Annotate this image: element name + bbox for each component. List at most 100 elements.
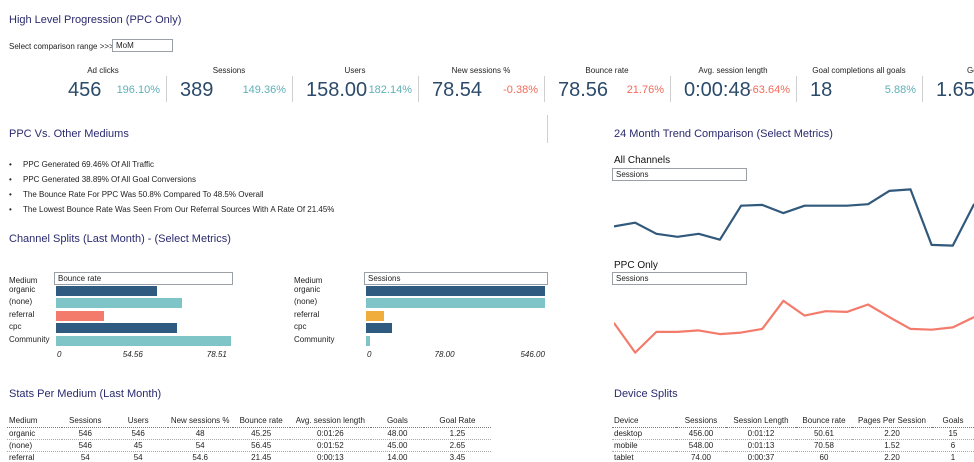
cell: 0:01:26 bbox=[289, 427, 371, 440]
axis-tick-label: 78.51 bbox=[206, 350, 227, 359]
page-title: High Level Progression (PPC Only) bbox=[9, 14, 182, 26]
cell: 2.65 bbox=[423, 439, 491, 452]
cell: 1.52 bbox=[852, 439, 932, 452]
kpi-value: 78.56 bbox=[558, 79, 609, 101]
kpi-value: 18 bbox=[810, 79, 833, 101]
data-point bbox=[867, 203, 869, 205]
cell: 0:00:13 bbox=[289, 451, 371, 462]
bar-category-label: referral bbox=[9, 309, 35, 319]
axis-tick-label: 0 bbox=[367, 350, 372, 359]
data-point bbox=[719, 333, 721, 335]
insight-item: PPC Generated 69.46% Of All Traffic bbox=[9, 157, 334, 172]
cell-device: desktop bbox=[612, 427, 676, 440]
col-header: Users bbox=[108, 414, 168, 428]
kpi-card: Avg. session length 0:00:48 -63.64% bbox=[670, 62, 796, 104]
bar bbox=[366, 310, 384, 321]
cell: 548.00 bbox=[676, 439, 726, 452]
cell: 546 bbox=[61, 439, 109, 452]
data-point bbox=[952, 326, 954, 329]
data-point bbox=[740, 204, 742, 207]
all-channels-metric-select[interactable]: Sessions bbox=[612, 168, 747, 181]
cell: 546 bbox=[61, 427, 109, 440]
ppc-insights-list: PPC Generated 69.46% Of All Traffic PPC … bbox=[9, 157, 334, 217]
data-point bbox=[952, 244, 954, 247]
kpi-label: Goal completions all goals bbox=[812, 66, 906, 75]
kpi-card: Users 158.00 182.14% bbox=[292, 62, 418, 104]
kpi-change: -0.38% bbox=[503, 84, 538, 96]
bar-category-label: Community bbox=[9, 334, 50, 344]
bounce-metric-select[interactable]: Bounce rate bbox=[54, 272, 233, 285]
data-point bbox=[909, 188, 912, 191]
bar-category-label: cpc bbox=[9, 322, 22, 332]
cell: 6 bbox=[932, 439, 974, 452]
ppc-only-line-chart bbox=[614, 299, 974, 354]
bar-category-label: cpc bbox=[294, 322, 307, 332]
kpi-label: Sessions bbox=[212, 66, 246, 75]
comparison-range-select[interactable]: MoM bbox=[112, 39, 173, 52]
data-point bbox=[930, 244, 933, 246]
medium-header-1: Medium bbox=[9, 276, 38, 285]
table-row: desktop 456.00 0:01:12 50.61 2.20 15 bbox=[612, 427, 974, 440]
table-row: organic 546 546 48 45.25 0:01:26 48.00 1… bbox=[7, 427, 491, 440]
cell: 2.20 bbox=[852, 451, 932, 462]
cell: 45.00 bbox=[370, 439, 424, 452]
cell: 456.00 bbox=[676, 427, 726, 440]
cell: 70.58 bbox=[796, 439, 852, 452]
bar bbox=[56, 298, 182, 309]
kpi-separator bbox=[922, 76, 923, 102]
kpi-label: Avg. session length bbox=[698, 66, 768, 75]
kpi-value: 158.00 bbox=[306, 79, 368, 101]
bar bbox=[56, 286, 157, 296]
cell: 48 bbox=[167, 427, 233, 440]
kpi-label: New sessions % bbox=[451, 66, 511, 75]
data-point bbox=[676, 236, 679, 238]
cell-medium: organic bbox=[7, 427, 62, 440]
kpi-card: Bounce rate 78.56 21.76% bbox=[544, 62, 670, 104]
data-point bbox=[740, 331, 742, 334]
kpi-separator bbox=[544, 76, 545, 102]
cell: 50.61 bbox=[796, 427, 852, 440]
kpi-change: -63.64% bbox=[749, 84, 790, 96]
kpi-separator bbox=[166, 76, 167, 102]
col-header: New sessions % bbox=[167, 414, 233, 428]
col-header: Goals bbox=[370, 414, 424, 428]
ppc-only-metric-select[interactable]: Sessions bbox=[612, 272, 747, 285]
medium-header-2: Medium bbox=[294, 276, 323, 285]
cell: 54 bbox=[167, 439, 233, 452]
cell-medium: referral bbox=[7, 451, 62, 462]
kpi-card: Goal conv 1.65 bbox=[922, 62, 974, 104]
col-header: Device bbox=[612, 414, 676, 428]
cell-device: mobile bbox=[612, 439, 676, 452]
data-point bbox=[634, 221, 636, 224]
kpi-label: Bounce rate bbox=[585, 66, 629, 75]
data-point bbox=[655, 233, 658, 235]
kpi-label: Goal conv bbox=[966, 66, 974, 75]
axis-tick-label: 78.00 bbox=[434, 350, 455, 359]
channel-splits-title: Channel Splits (Last Month) - (Select Me… bbox=[9, 233, 231, 245]
sessions-metric-select[interactable]: Sessions bbox=[364, 272, 548, 285]
cell: 54.6 bbox=[167, 451, 233, 462]
data-point bbox=[803, 314, 806, 317]
bar-category-label: Community bbox=[294, 334, 335, 344]
cell: 60 bbox=[796, 451, 852, 462]
kpi-change: 5.88% bbox=[884, 84, 916, 96]
series-line bbox=[614, 188, 974, 247]
kpi-change: 196.10% bbox=[116, 84, 160, 96]
kpi-value: 456 bbox=[68, 79, 102, 101]
data-point bbox=[697, 329, 700, 332]
kpi-change: 21.76% bbox=[626, 84, 664, 96]
bounce-rate-bar-chart: organic (none) referral cpc Community 0 54.56 7… bbox=[0, 284, 270, 364]
table-row: referral 54 54 54.6 21.45 0:00:13 14.00 … bbox=[7, 451, 491, 462]
bar-category-label: (none) bbox=[294, 297, 318, 307]
all-channels-label: All Channels bbox=[614, 155, 671, 166]
cell: 14.00 bbox=[370, 451, 424, 462]
axis-tick-label: 0 bbox=[57, 350, 62, 359]
cell: 74.00 bbox=[676, 451, 726, 462]
cell: 1.25 bbox=[423, 427, 491, 440]
col-header: Session Length bbox=[726, 414, 796, 428]
bar bbox=[366, 323, 393, 334]
cell: 45.25 bbox=[232, 427, 290, 440]
kpi-card: Sessions 389 149.36% bbox=[166, 62, 292, 104]
ppc-section-title: PPC Vs. Other Mediums bbox=[9, 128, 129, 140]
data-point bbox=[803, 204, 806, 207]
